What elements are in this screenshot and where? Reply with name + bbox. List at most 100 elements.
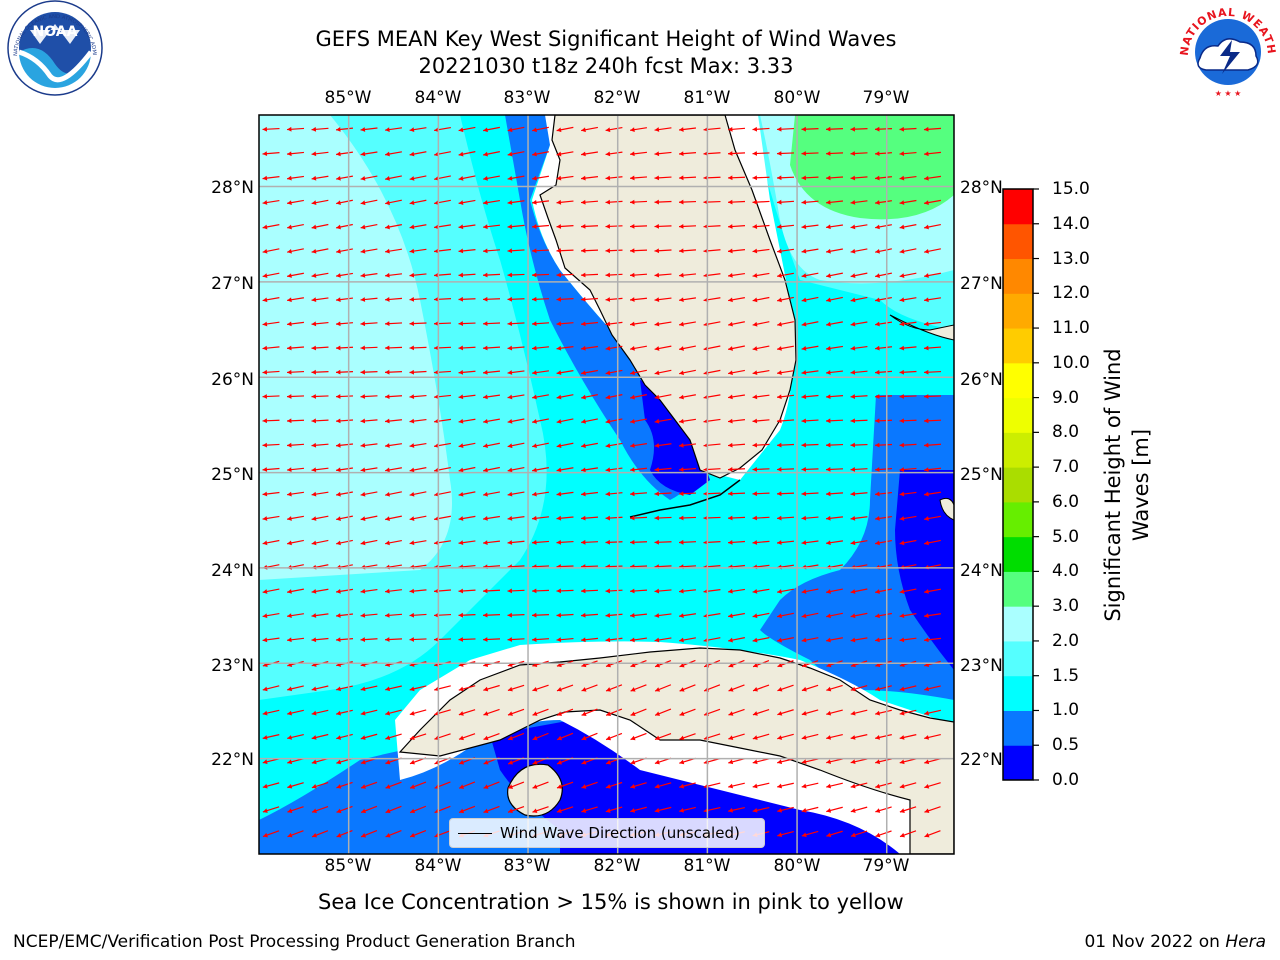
wind-arrow [483,684,500,692]
wind-arrow [777,248,794,254]
wind-arrow [874,442,893,448]
wind-arrow [311,588,329,594]
wind-arrow [630,127,647,133]
wind-arrow [360,515,378,521]
wind-arrow [556,296,574,302]
wind-arrow [532,708,549,716]
wind-arrow [776,224,795,230]
wind-arrow [286,467,305,473]
wind-arrow [899,248,917,254]
wind-arrow [752,394,770,400]
wind-arrow [801,515,819,521]
wind-arrow [360,443,378,448]
wind-arrow [262,588,280,594]
wind-arrow [360,781,378,789]
wind-arrow [458,709,476,716]
wind-arrow [850,806,868,813]
wind-arrow [458,491,476,497]
colorbar-tick-label: 0.0 [1052,770,1080,790]
lon-label-top: 80°W [773,88,821,108]
wind-arrow [776,175,795,181]
wind-arrow [630,443,647,448]
colorbar-tick-label: 1.5 [1052,665,1080,686]
wind-arrow [850,685,868,692]
wind-arrow [875,637,892,643]
wind-arrow [581,126,598,133]
wind-arrow [630,394,647,400]
wind-arrow [825,418,844,424]
wind-arrow [556,684,574,692]
wind-arrow [311,223,329,230]
wind-arrow [850,151,868,156]
wind-arrow [826,733,843,740]
wind-arrow [262,806,280,813]
wind-arrow [531,321,550,327]
wind-arrow [850,345,868,351]
noaa-logo-icon: NOAA NATIONAL OCEANIC AND ATMOSPHERIC AD… [0,0,103,96]
wind-arrow [850,709,868,716]
wind-arrow [532,151,549,157]
wind-arrow [581,467,598,473]
wind-arrow [458,733,476,741]
wind-arrow [874,418,893,424]
wind-arrow [630,782,647,789]
wind-arrow [482,370,501,375]
wind-arrow [605,781,623,789]
lat-label-right: 27°N [960,274,1003,294]
colorbar-bin [1003,536,1033,572]
wind-arrow [727,491,746,497]
wind-arrow [262,782,280,789]
wind-arrow [482,296,501,302]
wind-arrow [360,175,378,181]
wind-arrow [581,708,598,716]
wind-arrow [360,709,378,716]
wind-arrow [360,491,378,497]
wind-arrow [262,394,280,399]
wind-arrow [850,540,868,546]
wind-arrow [899,637,917,643]
wind-arrow [850,175,868,181]
wind-arrow [507,684,525,692]
wind-arrow [507,540,525,545]
wind-arrow [458,296,476,302]
wind-arrow [679,806,696,813]
wind-arrow [899,539,917,546]
wind-arrow [826,684,843,692]
wind-arrow [458,685,476,692]
wind-arrow [311,733,329,740]
wind-arrow [507,370,525,375]
wind-arrow [679,684,696,692]
wind-arrow [899,830,917,838]
wind-arrow [629,199,648,205]
wind-arrow [262,297,280,303]
wind-arrow [581,806,598,813]
wind-arrow [605,272,623,278]
wind-arrow [654,588,672,594]
wind-arrow [556,370,574,376]
wind-arrow [581,732,598,741]
wind-arrow [752,806,770,813]
wind-arrow [360,805,378,814]
wind-arrow [825,515,844,521]
wind-arrow [654,733,672,741]
wind-arrow [483,151,500,157]
wind-arrow [531,637,550,642]
wind-arrow [605,637,623,643]
wind-arrow [483,126,500,133]
wind-arrow [311,369,329,375]
wind-arrow [825,442,844,448]
wind-arrow [678,223,697,229]
wind-arrow [923,369,942,375]
wind-arrow [776,151,795,156]
wind-arrow [458,224,476,230]
wind-arrow [385,175,402,181]
wind-arrow [556,612,574,618]
wind-arrow [458,126,476,133]
wind-arrow [458,199,476,205]
wind-arrow [556,394,574,400]
wind-arrow [850,734,868,740]
wind-arrow [727,126,746,132]
wind-arrow [507,224,525,229]
wind-arrow [409,224,427,230]
wind-arrow [776,199,795,205]
